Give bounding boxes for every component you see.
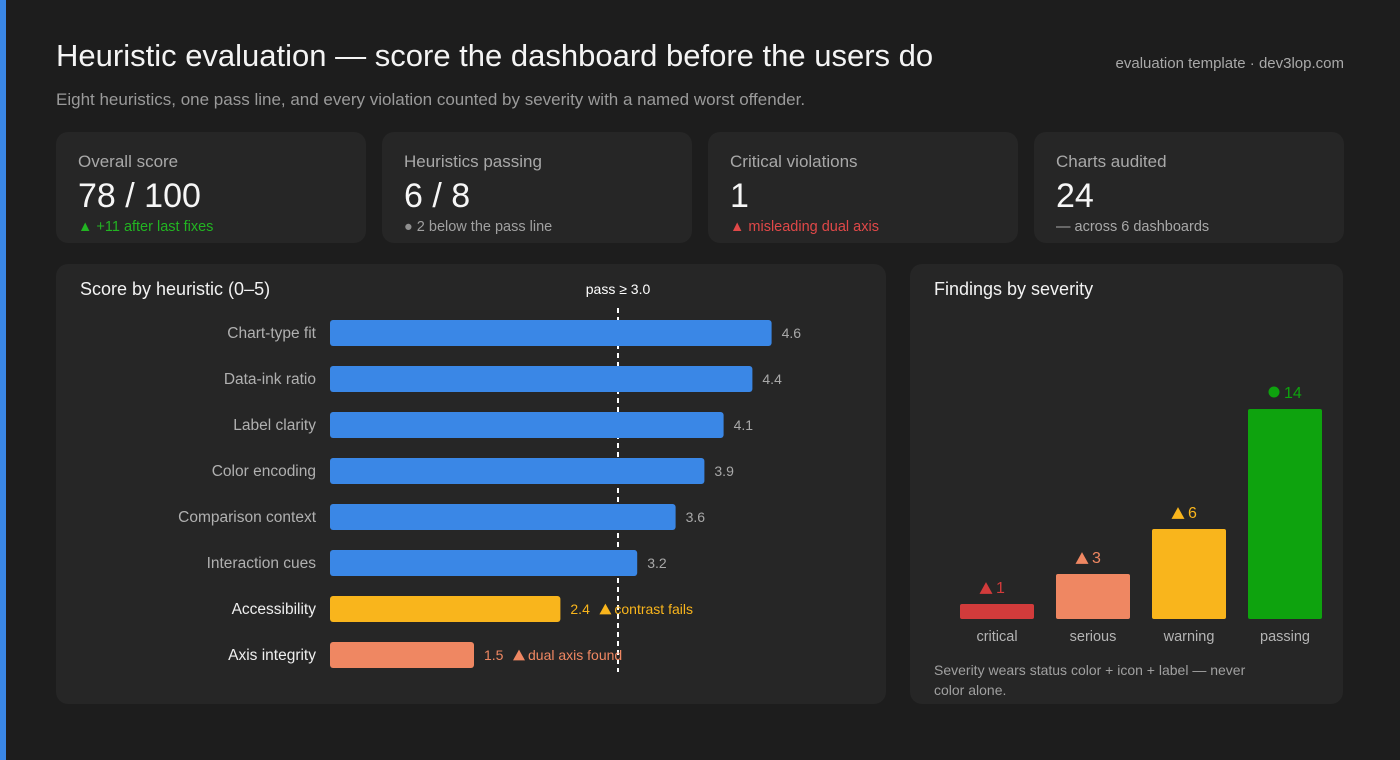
category-label: Interaction cues — [207, 555, 317, 572]
heuristic-bar — [330, 642, 474, 668]
category-label: Comparison context — [178, 509, 317, 526]
heuristic-bar — [330, 458, 705, 484]
kpi-value: 78 / 100 — [78, 177, 201, 215]
kpi-card-charts-audited: Charts audited 24 — across 6 dashboards — [1034, 132, 1344, 243]
severity-bar — [1248, 409, 1322, 619]
kpi-delta: ▲ +11 after last fixes — [78, 219, 344, 235]
severity-bar-chart: 1 critical 3 serious 6 warning 14 passing — [960, 385, 1322, 645]
accent-bar — [0, 0, 6, 760]
severity-bar — [960, 604, 1034, 619]
value-label: 3.6 — [686, 509, 706, 525]
dot-icon: ● — [404, 219, 413, 235]
kpi-label: Charts audited — [1056, 152, 1167, 171]
category-label: Data-ink ratio — [224, 371, 316, 388]
value-label: 4.4 — [762, 371, 782, 387]
heuristic-bar — [330, 550, 638, 576]
dot-icon — [1268, 386, 1280, 398]
kpi-card-overall-score: Overall score 78 / 100 ▲ +11 after last … — [56, 132, 366, 243]
severity-bar — [1056, 574, 1130, 619]
severity-panel: Findings by severity 1 critical 3 serious 6 w… — [910, 264, 1343, 704]
kpi-label: Heuristics passing — [404, 152, 542, 171]
page-title: Heuristic evaluation — score the dashboa… — [56, 38, 934, 73]
severity-count: 1 — [996, 580, 1005, 597]
kpi-value: 24 — [1056, 177, 1094, 215]
kpi-label: Overall score — [78, 152, 179, 171]
category-label: Label clarity — [233, 417, 316, 434]
severity-label: passing — [1260, 629, 1310, 645]
kpi-delta-text: misleading dual axis — [748, 219, 879, 235]
heuristic-chart-title: Score by heuristic (0–5) — [80, 279, 271, 299]
warning-triangle-icon — [599, 603, 612, 615]
severity-footnote: Severity wears status color + icon + lab… — [934, 662, 1246, 698]
kpi-label: Critical violations — [730, 152, 858, 171]
heuristic-bar — [330, 504, 676, 530]
source-credit: evaluation template · dev3lop.com — [1115, 55, 1344, 72]
severity-label: critical — [976, 629, 1017, 645]
value-label: 4.1 — [734, 417, 754, 433]
heuristic-score-panel: Score by heuristic (0–5) pass ≥ 3.0 Chart… — [56, 264, 886, 704]
kpi-value: 1 — [730, 177, 749, 215]
kpi-delta-text: 2 below the pass line — [416, 219, 553, 235]
page-subtitle: Eight heuristics, one pass line, and eve… — [56, 90, 806, 109]
warning-triangle-icon — [513, 649, 525, 661]
kpi-delta: — across 6 dashboards — [1056, 219, 1322, 235]
value-label: 2.4 — [570, 601, 590, 617]
category-label: Chart-type fit — [227, 325, 316, 342]
value-label: 4.6 — [782, 325, 802, 341]
heuristic-bar — [330, 412, 724, 438]
warning-triangle-icon — [1171, 507, 1185, 519]
kpi-delta: ▲ misleading dual axis — [730, 219, 996, 235]
severity-label: serious — [1070, 629, 1117, 645]
warning-triangle-icon: ▲ — [730, 219, 745, 235]
pass-line-label: pass ≥ 3.0 — [586, 281, 651, 297]
warning-triangle-icon — [979, 582, 993, 594]
severity-bar — [1152, 529, 1226, 619]
value-label: 1.5 — [484, 647, 504, 663]
kpi-value: 6 / 8 — [404, 177, 471, 215]
severity-count: 6 — [1188, 505, 1197, 522]
kpi-card-heuristics-passing: Heuristics passing 6 / 8 ● 2 below the p… — [382, 132, 692, 243]
kpi-delta-text: +11 after last fixes — [96, 219, 214, 235]
kpi-delta-text: — across 6 dashboards — [1056, 219, 1210, 235]
triangle-up-icon: ▲ — [78, 219, 93, 235]
kpi-delta: ● 2 below the pass line — [404, 219, 670, 235]
heuristic-bar-chart: pass ≥ 3.0 Chart-type fit 4.6 Data-ink rati… — [178, 281, 802, 672]
category-label: Accessibility — [232, 601, 317, 618]
heuristic-bar — [330, 366, 753, 392]
severity-count: 3 — [1092, 550, 1101, 567]
kpi-card-critical-violations: Critical violations 1 ▲ misleading dual … — [708, 132, 1018, 243]
value-label: 3.9 — [714, 463, 734, 479]
annotation-label: dual axis found — [528, 647, 622, 663]
warning-triangle-icon — [1075, 552, 1089, 564]
severity-chart-title: Findings by severity — [934, 279, 1094, 299]
category-label: Color encoding — [212, 463, 316, 480]
value-label: 3.2 — [647, 555, 667, 571]
severity-count: 14 — [1284, 385, 1302, 402]
heuristic-bar — [330, 320, 772, 346]
severity-label: warning — [1163, 629, 1215, 645]
category-label: Axis integrity — [228, 647, 316, 664]
annotation-label: contrast fails — [614, 601, 693, 617]
heuristic-bar — [330, 596, 561, 622]
